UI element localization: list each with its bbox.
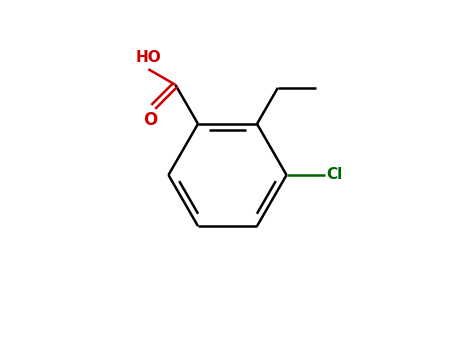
Text: O: O — [143, 111, 158, 129]
Text: HO: HO — [136, 50, 161, 65]
Text: Cl: Cl — [326, 168, 343, 182]
